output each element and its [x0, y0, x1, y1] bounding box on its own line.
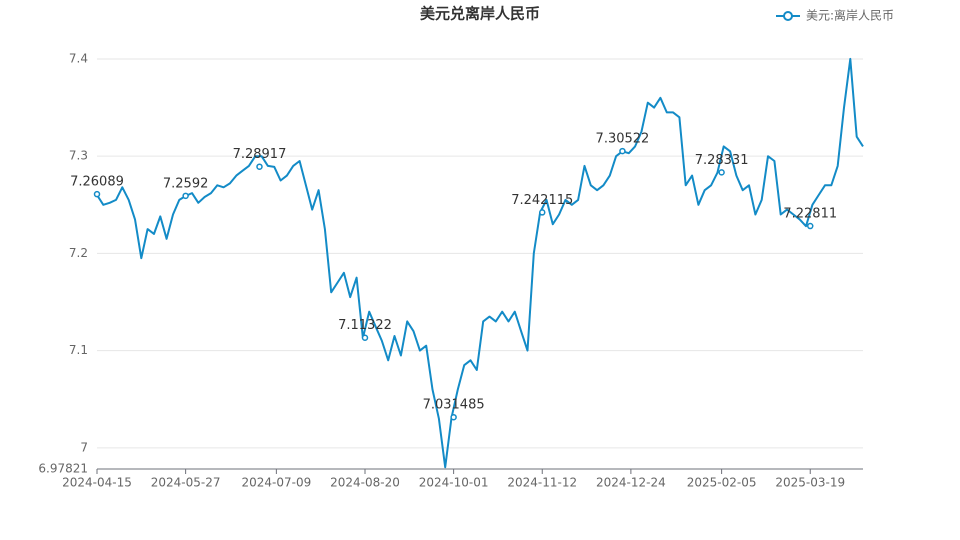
annotation-label: 7.26089: [70, 175, 124, 190]
annotation-label: 7.22811: [783, 207, 837, 222]
x-tick-label: 2024-11-12: [507, 476, 577, 490]
annotation-label: 7.2592: [163, 176, 209, 191]
y-tick-label: 7.2: [69, 246, 88, 260]
annotation-marker: [361, 334, 369, 341]
x-tick-label: 2024-08-20: [330, 476, 400, 490]
annotation-label: 7.30522: [596, 132, 650, 147]
y-tick-label: 7.1: [69, 343, 88, 357]
y-tick-label: 7.4: [69, 51, 88, 65]
annotation-marker: [539, 209, 546, 216]
annotation-label: 7.28917: [233, 147, 287, 162]
x-tick-label: 2025-02-05: [687, 476, 757, 490]
y-tick-label: 7: [80, 440, 88, 454]
legend-marker: [783, 11, 793, 21]
annotation-label: 7.11322: [338, 318, 392, 333]
annotation-marker: [93, 190, 101, 198]
annotation-marker: [256, 163, 263, 170]
annotation-marker: [806, 222, 814, 230]
y-tick-label: 7.3: [69, 149, 88, 163]
x-tick-label: 2024-05-27: [151, 476, 221, 490]
annotation-label: 7.242115: [511, 193, 573, 208]
x-tick-label: 2025-03-19: [775, 476, 845, 490]
annotation-label: 7.28331: [695, 153, 749, 168]
annotation-label: 7.031485: [423, 398, 485, 413]
x-tick-label: 2024-04-15: [62, 476, 132, 490]
x-tick-label: 2024-07-09: [241, 476, 311, 490]
x-tick-label: 2024-12-24: [596, 476, 666, 490]
x-tick-label: 2024-10-01: [419, 476, 489, 490]
line: [96, 57, 864, 469]
chart-title: 美元兑离岸人民币: [420, 5, 540, 23]
annotation-marker: [619, 147, 626, 155]
legend-label: 美元:离岸人民币: [806, 8, 894, 23]
y-tick-label: 6.97821: [38, 462, 88, 476]
annotation-marker: [450, 413, 457, 421]
annotation-marker: [182, 192, 189, 200]
annotation-marker: [718, 169, 725, 176]
